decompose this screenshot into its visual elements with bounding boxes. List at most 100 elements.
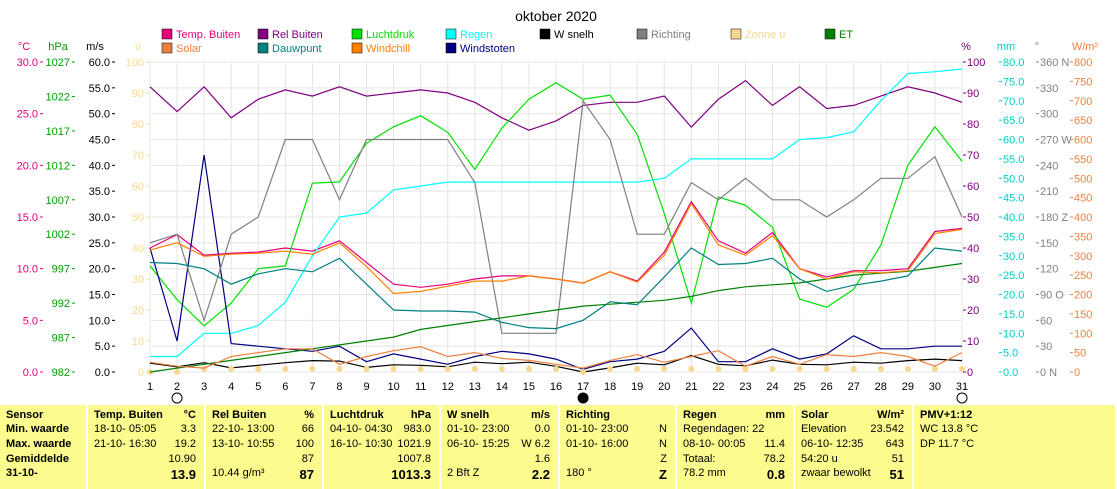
tick-label-mm: 0.0 xyxy=(1003,367,1018,379)
point-zonne-u xyxy=(904,365,911,372)
x-tick-label: 6 xyxy=(282,381,288,393)
unit-label-ms: m/s xyxy=(86,41,104,53)
tick-label-u: 40 xyxy=(132,243,144,255)
legend-label-dauwpunt: Dauwpunt xyxy=(272,43,322,55)
cell-value: W 6.2 xyxy=(521,438,550,450)
point-zonne-u xyxy=(796,365,803,372)
tick-label-wm2: 200 xyxy=(1074,290,1092,302)
cell-label: 16-10- 10:30 xyxy=(330,438,393,450)
point-zonne-u xyxy=(931,365,938,372)
tick-label-deg: 90 O xyxy=(1040,290,1064,302)
series-richting xyxy=(149,99,963,334)
cell-value: 13.9 xyxy=(170,467,196,482)
cell-label: 10.44 g/m³ xyxy=(212,467,265,479)
left-axes: 30.0 25.0 20.0 15.0 10.0 5.0 0.0 1027 1022 1017 10… xyxy=(17,57,149,379)
cell-label: 01-10- 23:00 xyxy=(447,423,510,435)
x-tick-label: 7 xyxy=(309,381,315,393)
cell-value: 0.8 xyxy=(766,467,785,482)
cell-value: Z xyxy=(660,453,667,465)
cell-value: 11.4 xyxy=(764,438,785,450)
x-tick-label: 12 xyxy=(442,381,454,393)
x-tick-label: 20 xyxy=(658,381,670,393)
legend-label-richting: Richting xyxy=(651,29,691,41)
cell-label: 21-10- 16:30 xyxy=(94,438,157,450)
tick-label-mm: 25.0 xyxy=(1003,270,1024,282)
table-header-solar: Solar xyxy=(801,409,829,421)
series-luchtdruk xyxy=(149,81,963,327)
legend-swatch-windchill xyxy=(351,42,363,54)
cell-value: 23.542 xyxy=(870,423,904,435)
x-tick-label: 23 xyxy=(739,381,751,393)
tick-label-deg: 330 xyxy=(1040,83,1058,95)
tick-label-ms: 10.0 xyxy=(89,315,110,327)
tick-label-mm: 20.0 xyxy=(1003,290,1024,302)
cell-label: 180 ° xyxy=(566,467,592,479)
series-solar xyxy=(149,346,963,369)
cell-value: N xyxy=(659,438,667,450)
point-zonne-u xyxy=(634,365,641,372)
legend-label-temp-buiten: Temp. Buiten xyxy=(176,29,240,41)
tick-label-celsius: 5.0 xyxy=(23,315,38,327)
tick-label-wm2: 400 xyxy=(1074,212,1092,224)
table-column-wind: W snelh m/s 01-10- 23:00 0.0 06-10- 15:25 W 6… xyxy=(441,405,560,489)
x-tick-label: 11 xyxy=(415,381,426,393)
tick-label-ms: 55.0 xyxy=(89,83,110,95)
cell-value: 10.90 xyxy=(168,453,196,465)
cell-value: 1.6 xyxy=(534,453,550,465)
legend-label-windstoten: Windstoten xyxy=(460,43,515,55)
cell-value: 100 xyxy=(295,438,314,450)
x-tick-label: 10 xyxy=(387,381,399,393)
x-tick-label: 17 xyxy=(577,381,589,393)
unit-label-wm2: W/m² xyxy=(1072,41,1099,53)
tick-label-celsius: 20.0 xyxy=(17,160,38,172)
table-header-baro: Luchtdruk xyxy=(330,409,384,421)
table-unit-solar: W/m² xyxy=(877,409,904,421)
cell-value: Z xyxy=(659,467,667,482)
tick-label-hpa: 992 xyxy=(52,298,70,310)
x-tick-label: 25 xyxy=(793,381,805,393)
point-zonne-u xyxy=(959,365,965,372)
tick-label-mm: 70.0 xyxy=(1003,96,1024,108)
point-zonne-u xyxy=(742,365,749,372)
row-label: Max. waarde xyxy=(6,438,72,450)
tick-label-hpa: 982 xyxy=(52,367,70,379)
cell-value: 983.0 xyxy=(403,423,431,435)
tick-label-wm2: 250 xyxy=(1074,270,1092,282)
cell-label: 04-10- 04:30 xyxy=(330,423,393,435)
tick-label-mm: 50.0 xyxy=(1003,173,1024,185)
x-tick-label: 9 xyxy=(363,381,369,393)
tick-label-wm2: 650 xyxy=(1074,115,1092,127)
table-column-solar: Solar W/m² Elevation 23.542 06-10- 12:35 643 5… xyxy=(795,405,914,489)
cell-label: zwaar bewolkt xyxy=(801,467,871,479)
tick-label-wm2: 550 xyxy=(1074,154,1092,166)
point-zonne-u xyxy=(228,365,235,372)
point-zonne-u xyxy=(877,365,884,372)
point-zonne-u xyxy=(688,365,695,372)
tick-label-mm: 40.0 xyxy=(1003,212,1024,224)
point-zonne-u xyxy=(363,365,370,372)
point-zonne-u xyxy=(309,365,316,372)
legend-label-zonne-u: Zonne u xyxy=(745,29,785,41)
tick-label-ms: 0.0 xyxy=(95,367,110,379)
point-zonne-u xyxy=(255,365,262,372)
point-zonne-u xyxy=(282,365,289,372)
point-zonne-u xyxy=(444,365,451,372)
tick-label-wm2: 350 xyxy=(1074,231,1092,243)
tick-label-wm2: 500 xyxy=(1074,173,1092,185)
cell-label: 22-10- 13:00 xyxy=(212,423,275,435)
tick-label-deg: 180 Z xyxy=(1040,212,1068,224)
cell-value: 78.2 xyxy=(763,453,785,465)
tick-label-ms: 45.0 xyxy=(89,135,110,147)
point-zonne-u xyxy=(498,365,505,372)
legend-label-w-snelh: W snelh xyxy=(554,29,594,41)
cell-value: 3.3 xyxy=(180,423,196,435)
unit-label-u: u xyxy=(135,41,141,53)
tick-label-hpa: 1027 xyxy=(46,57,70,69)
point-zonne-u xyxy=(661,365,668,372)
tick-label-mm: 60.0 xyxy=(1003,135,1024,147)
tick-label-wm2: 100 xyxy=(1074,328,1092,340)
table-header-sensor: Sensor xyxy=(6,409,44,421)
legend-swatch-regen xyxy=(445,28,457,40)
x-tick-label: 16 xyxy=(550,381,562,393)
tick-label-wm2: 750 xyxy=(1074,76,1092,88)
